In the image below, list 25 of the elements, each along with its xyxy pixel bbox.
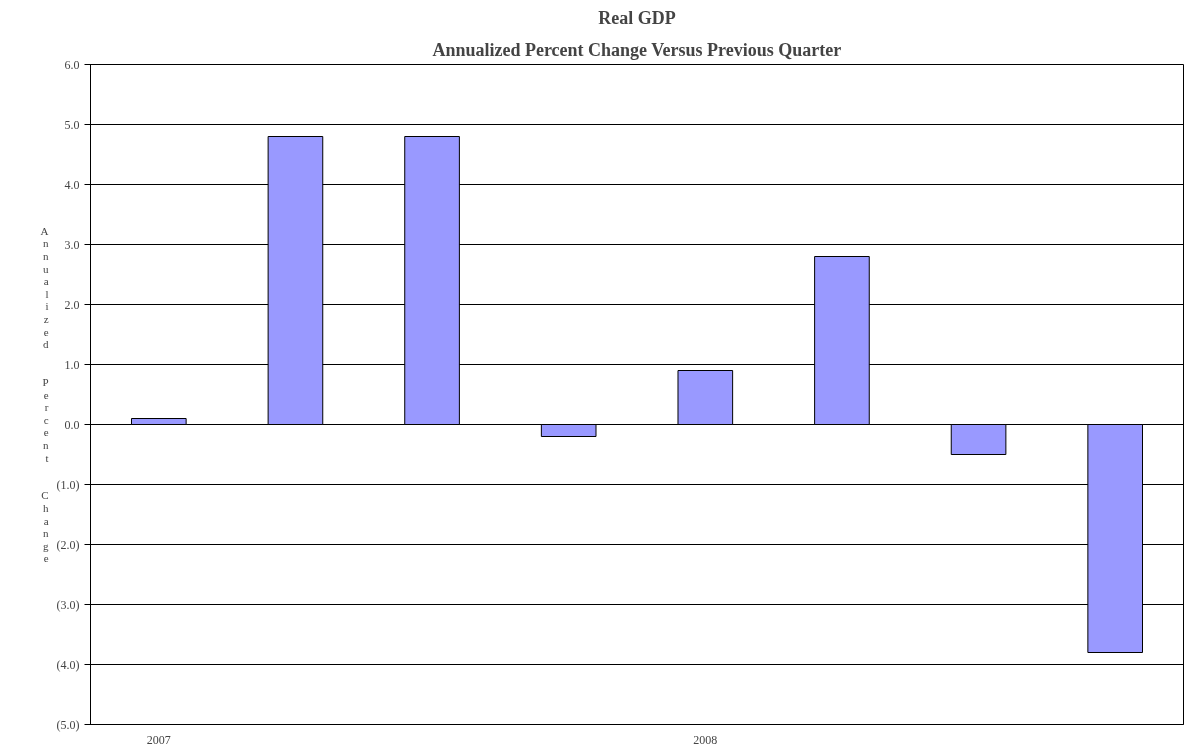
y-tick-label: 5.0	[64, 117, 80, 132]
text: Annualized Percent Change	[40, 224, 49, 565]
bar	[540, 424, 597, 437]
bar	[267, 136, 324, 425]
y-tick-label: (1.0)	[56, 477, 80, 492]
y-tick-label: (5.0)	[56, 717, 80, 732]
y-tick-label: (2.0)	[56, 537, 80, 552]
bar	[404, 136, 460, 425]
bar	[814, 256, 870, 425]
y-tick-label: (3.0)	[56, 597, 80, 612]
y-tick-label: (4.0)	[56, 657, 80, 672]
y-tick-label: 0.0	[64, 417, 80, 432]
x-tick-label: 2007	[146, 732, 171, 746]
y-tick-label: 4.0	[64, 177, 80, 192]
chart-title: Real GDP	[598, 7, 676, 28]
chart-subtitle: Annualized Percent Change Versus Previous Quarter	[432, 39, 842, 60]
y-tick-label: 6.0	[64, 57, 80, 72]
x-tick-label: 2008	[693, 732, 718, 746]
y-tick-label: 3.0	[64, 237, 80, 252]
y-tick-label: 1.0	[64, 357, 80, 372]
bar	[677, 370, 734, 425]
y-tick-label: 2.0	[64, 297, 80, 312]
bar	[130, 418, 187, 425]
bar	[950, 424, 1007, 455]
bar	[1087, 424, 1144, 653]
